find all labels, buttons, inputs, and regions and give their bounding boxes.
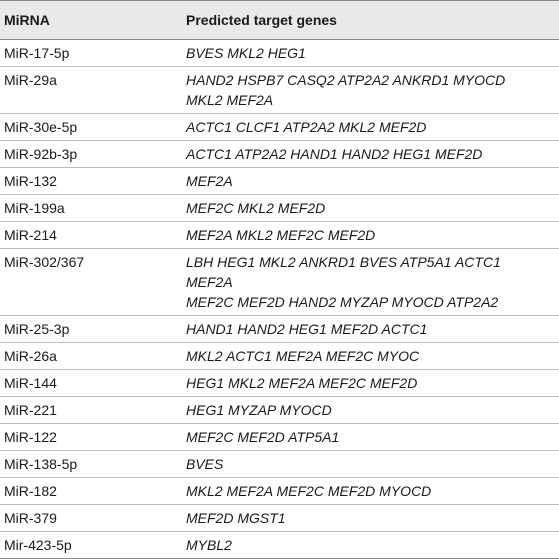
target-genes: ACTC1 ATP2A2 HAND1 HAND2 HEG1 MEF2D <box>186 144 559 164</box>
gene-list-line: MEF2C MEF2D ATP5A1 <box>186 429 340 445</box>
target-genes: BVES MKL2 HEG1 <box>186 43 559 63</box>
mirna-name: MiR-92b-3p <box>4 146 78 162</box>
table-row: MiR-144 HEG1 MKL2 MEF2A MEF2C MEF2D <box>0 370 559 397</box>
mirna-name: Mir-423-5p <box>4 537 72 553</box>
mirna-name: MiR-182 <box>4 483 57 499</box>
mirna-name: MiR-132 <box>4 173 57 189</box>
gene-list-line: HEG1 MKL2 MEF2A MEF2C MEF2D <box>186 375 418 391</box>
mirna-name: MiR-144 <box>4 375 57 391</box>
target-genes: ACTC1 CLCF1 ATP2A2 MKL2 MEF2D <box>186 117 559 137</box>
gene-list-line: BVES <box>186 456 224 472</box>
mirna-name: MiR-17-5p <box>4 45 70 61</box>
target-genes: MEF2A <box>186 171 559 191</box>
header-mirna: MiRNA <box>4 12 50 28</box>
target-genes: MEF2D MGST1 <box>186 508 559 528</box>
table-row: MiR-132 MEF2A <box>0 168 559 195</box>
gene-list-line: HAND1 HAND2 HEG1 MEF2D ACTC1 <box>186 321 428 337</box>
mirna-name: MiR-25-3p <box>4 321 70 337</box>
table-row: MiR-302/367 LBH HEG1 MKL2 ANKRD1 BVES ATP… <box>0 249 559 316</box>
mirna-name: MiR-379 <box>4 510 57 526</box>
gene-list-line: MEF2C MEF2D HAND2 MYZAP MYOCD ATP2A2 <box>186 294 499 310</box>
target-genes: MEF2C MEF2D ATP5A1 <box>186 427 559 447</box>
mirna-name: MiR-30e-5p <box>4 119 78 135</box>
table-header: MiRNA Predicted target genes <box>0 0 559 40</box>
target-genes: HEG1 MYZAP MYOCD <box>186 400 559 420</box>
gene-list-line: MEF2D MGST1 <box>186 510 286 526</box>
gene-list-line: MEF2C MKL2 MEF2D <box>186 200 326 216</box>
table-row: MiR-25-3p HAND1 HAND2 HEG1 MEF2D ACTC1 <box>0 316 559 343</box>
gene-list-line: LBH HEG1 MKL2 ANKRD1 BVES ATP5A1 ACTC1 <box>186 254 501 270</box>
target-genes: MEF2A MKL2 MEF2C MEF2D <box>186 225 559 245</box>
table-row: MiR-379 MEF2D MGST1 <box>0 505 559 532</box>
target-genes: HAND2 HSPB7 CASQ2 ATP2A2 ANKRD1 MYOCD MKL… <box>186 70 559 110</box>
header-predicted-target-genes: Predicted target genes <box>186 12 337 28</box>
table-row: MiR-182 MKL2 MEF2A MEF2C MEF2D MYOCD <box>0 478 559 505</box>
gene-list-line: MKL2 MEF2A <box>186 92 274 108</box>
table-row: MiR-17-5p BVES MKL2 HEG1 <box>0 40 559 67</box>
mirna-name: MiR-26a <box>4 348 57 364</box>
gene-list-line: ACTC1 CLCF1 ATP2A2 MKL2 MEF2D <box>186 119 427 135</box>
mirna-name: MiR-221 <box>4 402 57 418</box>
mirna-name: MiR-214 <box>4 227 57 243</box>
gene-list-line: MYBL2 <box>186 537 232 553</box>
gene-list-line: MEF2A <box>186 274 233 290</box>
mirna-name: MiR-138-5p <box>4 456 78 472</box>
table-row: MiR-221 HEG1 MYZAP MYOCD <box>0 397 559 424</box>
gene-list-line: MKL2 ACTC1 MEF2A MEF2C MYOC <box>186 348 420 364</box>
table-row: MiR-30e-5p ACTC1 CLCF1 ATP2A2 MKL2 MEF2D <box>0 114 559 141</box>
target-genes: HAND1 HAND2 HEG1 MEF2D ACTC1 <box>186 319 559 339</box>
gene-list-line: MKL2 MEF2A MEF2C MEF2D MYOCD <box>186 483 432 499</box>
target-genes: MKL2 ACTC1 MEF2A MEF2C MYOC <box>186 346 559 366</box>
gene-list-line: ACTC1 ATP2A2 HAND1 HAND2 HEG1 MEF2D <box>186 146 483 162</box>
target-genes: MYBL2 <box>186 535 559 555</box>
target-genes: MKL2 MEF2A MEF2C MEF2D MYOCD <box>186 481 559 501</box>
target-genes: BVES <box>186 454 559 474</box>
mirna-name: MiR-199a <box>4 200 65 216</box>
target-genes: LBH HEG1 MKL2 ANKRD1 BVES ATP5A1 ACTC1 ME… <box>186 252 559 312</box>
table-row: MiR-199a MEF2C MKL2 MEF2D <box>0 195 559 222</box>
table-row: MiR-92b-3p ACTC1 ATP2A2 HAND1 HAND2 HEG1 … <box>0 141 559 168</box>
target-genes: HEG1 MKL2 MEF2A MEF2C MEF2D <box>186 373 559 393</box>
table-row: MiR-138-5p BVES <box>0 451 559 478</box>
gene-list-line: MEF2A MKL2 MEF2C MEF2D <box>186 227 376 243</box>
table-row: MiR-26a MKL2 ACTC1 MEF2A MEF2C MYOC <box>0 343 559 370</box>
mirna-name: MiR-29a <box>4 72 57 88</box>
table-row: MiR-122 MEF2C MEF2D ATP5A1 <box>0 424 559 451</box>
table-body: MiR-17-5p BVES MKL2 HEG1 MiR-29a HAND2 HSPB… <box>0 40 559 559</box>
table-row: MiR-29a HAND2 HSPB7 CASQ2 ATP2A2 ANKRD1 M… <box>0 67 559 114</box>
gene-list-line: BVES MKL2 HEG1 <box>186 45 306 61</box>
mirna-name: MiR-122 <box>4 429 57 445</box>
table-row: MiR-214 MEF2A MKL2 MEF2C MEF2D <box>0 222 559 249</box>
gene-list-line: HEG1 MYZAP MYOCD <box>186 402 332 418</box>
target-genes: MEF2C MKL2 MEF2D <box>186 198 559 218</box>
mirna-name: MiR-302/367 <box>4 254 85 270</box>
gene-list-line: HAND2 HSPB7 CASQ2 ATP2A2 ANKRD1 MYOCD <box>186 72 506 88</box>
gene-list-line: MEF2A <box>186 173 233 189</box>
